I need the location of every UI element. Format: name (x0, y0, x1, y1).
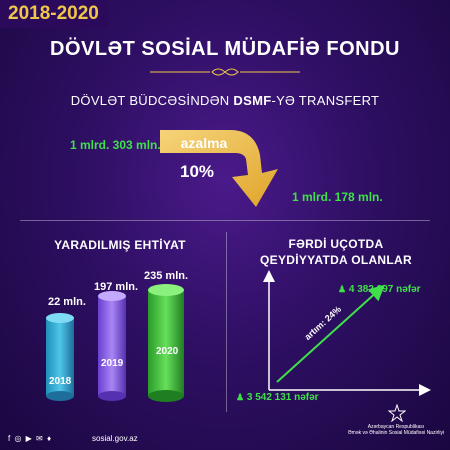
reserve-value-2020: 235 mln. (144, 270, 189, 282)
registry-title: FƏRDİ UÇOTDA QEYDİYYATDA OLANLAR (236, 236, 436, 268)
ministry-emblem-icon (388, 404, 406, 422)
reserve-value-2019: 197 mln. (94, 281, 139, 293)
subtitle-prefix: DÖVLƏT BÜDCƏSİNDƏN (70, 93, 234, 108)
reserve-year-2018: 2018 (49, 376, 72, 387)
transfer-percent: 10% (180, 162, 215, 181)
transfer-change-label: azalma (180, 135, 228, 151)
ornament-divider-icon (150, 68, 300, 76)
vertical-divider (226, 232, 227, 412)
registry-title-line1: FƏRDİ UÇOTDA (288, 237, 384, 251)
reserve-value-2018: 22 mln. (48, 296, 86, 308)
reserve-cylinders (46, 284, 184, 402)
registry-end-value: ♟ 4 382 297 nəfər (338, 284, 421, 295)
social-icons[interactable]: f ◎ ▶ ✉ ♦ (8, 434, 53, 443)
subtitle-suffix: -YƏ TRANSFERT (271, 93, 380, 108)
subtitle: DÖVLƏT BÜDCƏSİNDƏN DSMF-YƏ TRANSFERT (0, 93, 450, 108)
ministry-line2: Əmək və Əhalinin Sosial Müdafiəsi Nazirl… (347, 430, 445, 436)
cylinder-2019 (98, 291, 126, 401)
reserve-year-2019: 2019 (101, 358, 124, 369)
reserve-year-2020: 2020 (156, 346, 179, 357)
decrease-arrow (160, 130, 278, 207)
registry-start-value: ♟ 3 542 131 nəfər (236, 392, 319, 403)
person-icon: ♟ (338, 284, 347, 294)
registry-growth-graph (263, 270, 431, 396)
ministry-line1: Azərbaycan Respublikası (367, 424, 425, 430)
subtitle-bold: DSMF (233, 93, 272, 108)
cylinder-2018 (46, 313, 74, 401)
transfer-from-value: 1 mlrd. 303 mln. (70, 138, 161, 152)
registry-start-value-text: 3 542 131 nəfər (246, 392, 319, 403)
cylinder-2020 (148, 284, 184, 402)
horizontal-divider (20, 220, 430, 221)
transfer-to-value: 1 mlrd. 178 mln. (292, 190, 383, 204)
reserve-title: YARADILMIŞ EHTİYAT (54, 238, 186, 252)
website-link[interactable]: sosial.gov.az (92, 434, 138, 443)
registry-title-line2: QEYDİYYATDA OLANLAR (260, 253, 412, 267)
ministry-name: Azərbaycan Respublikası Əmək və Əhalinin… (346, 424, 446, 436)
growth-line (276, 284, 385, 383)
year-range-badge: 2018-2020 (0, 0, 107, 28)
person-icon: ♟ (236, 392, 245, 402)
registry-end-value-text: 4 382 297 nəfər (348, 284, 421, 295)
page-title: DÖVLƏT SOSİAL MÜDAFİƏ FONDU (50, 38, 400, 60)
